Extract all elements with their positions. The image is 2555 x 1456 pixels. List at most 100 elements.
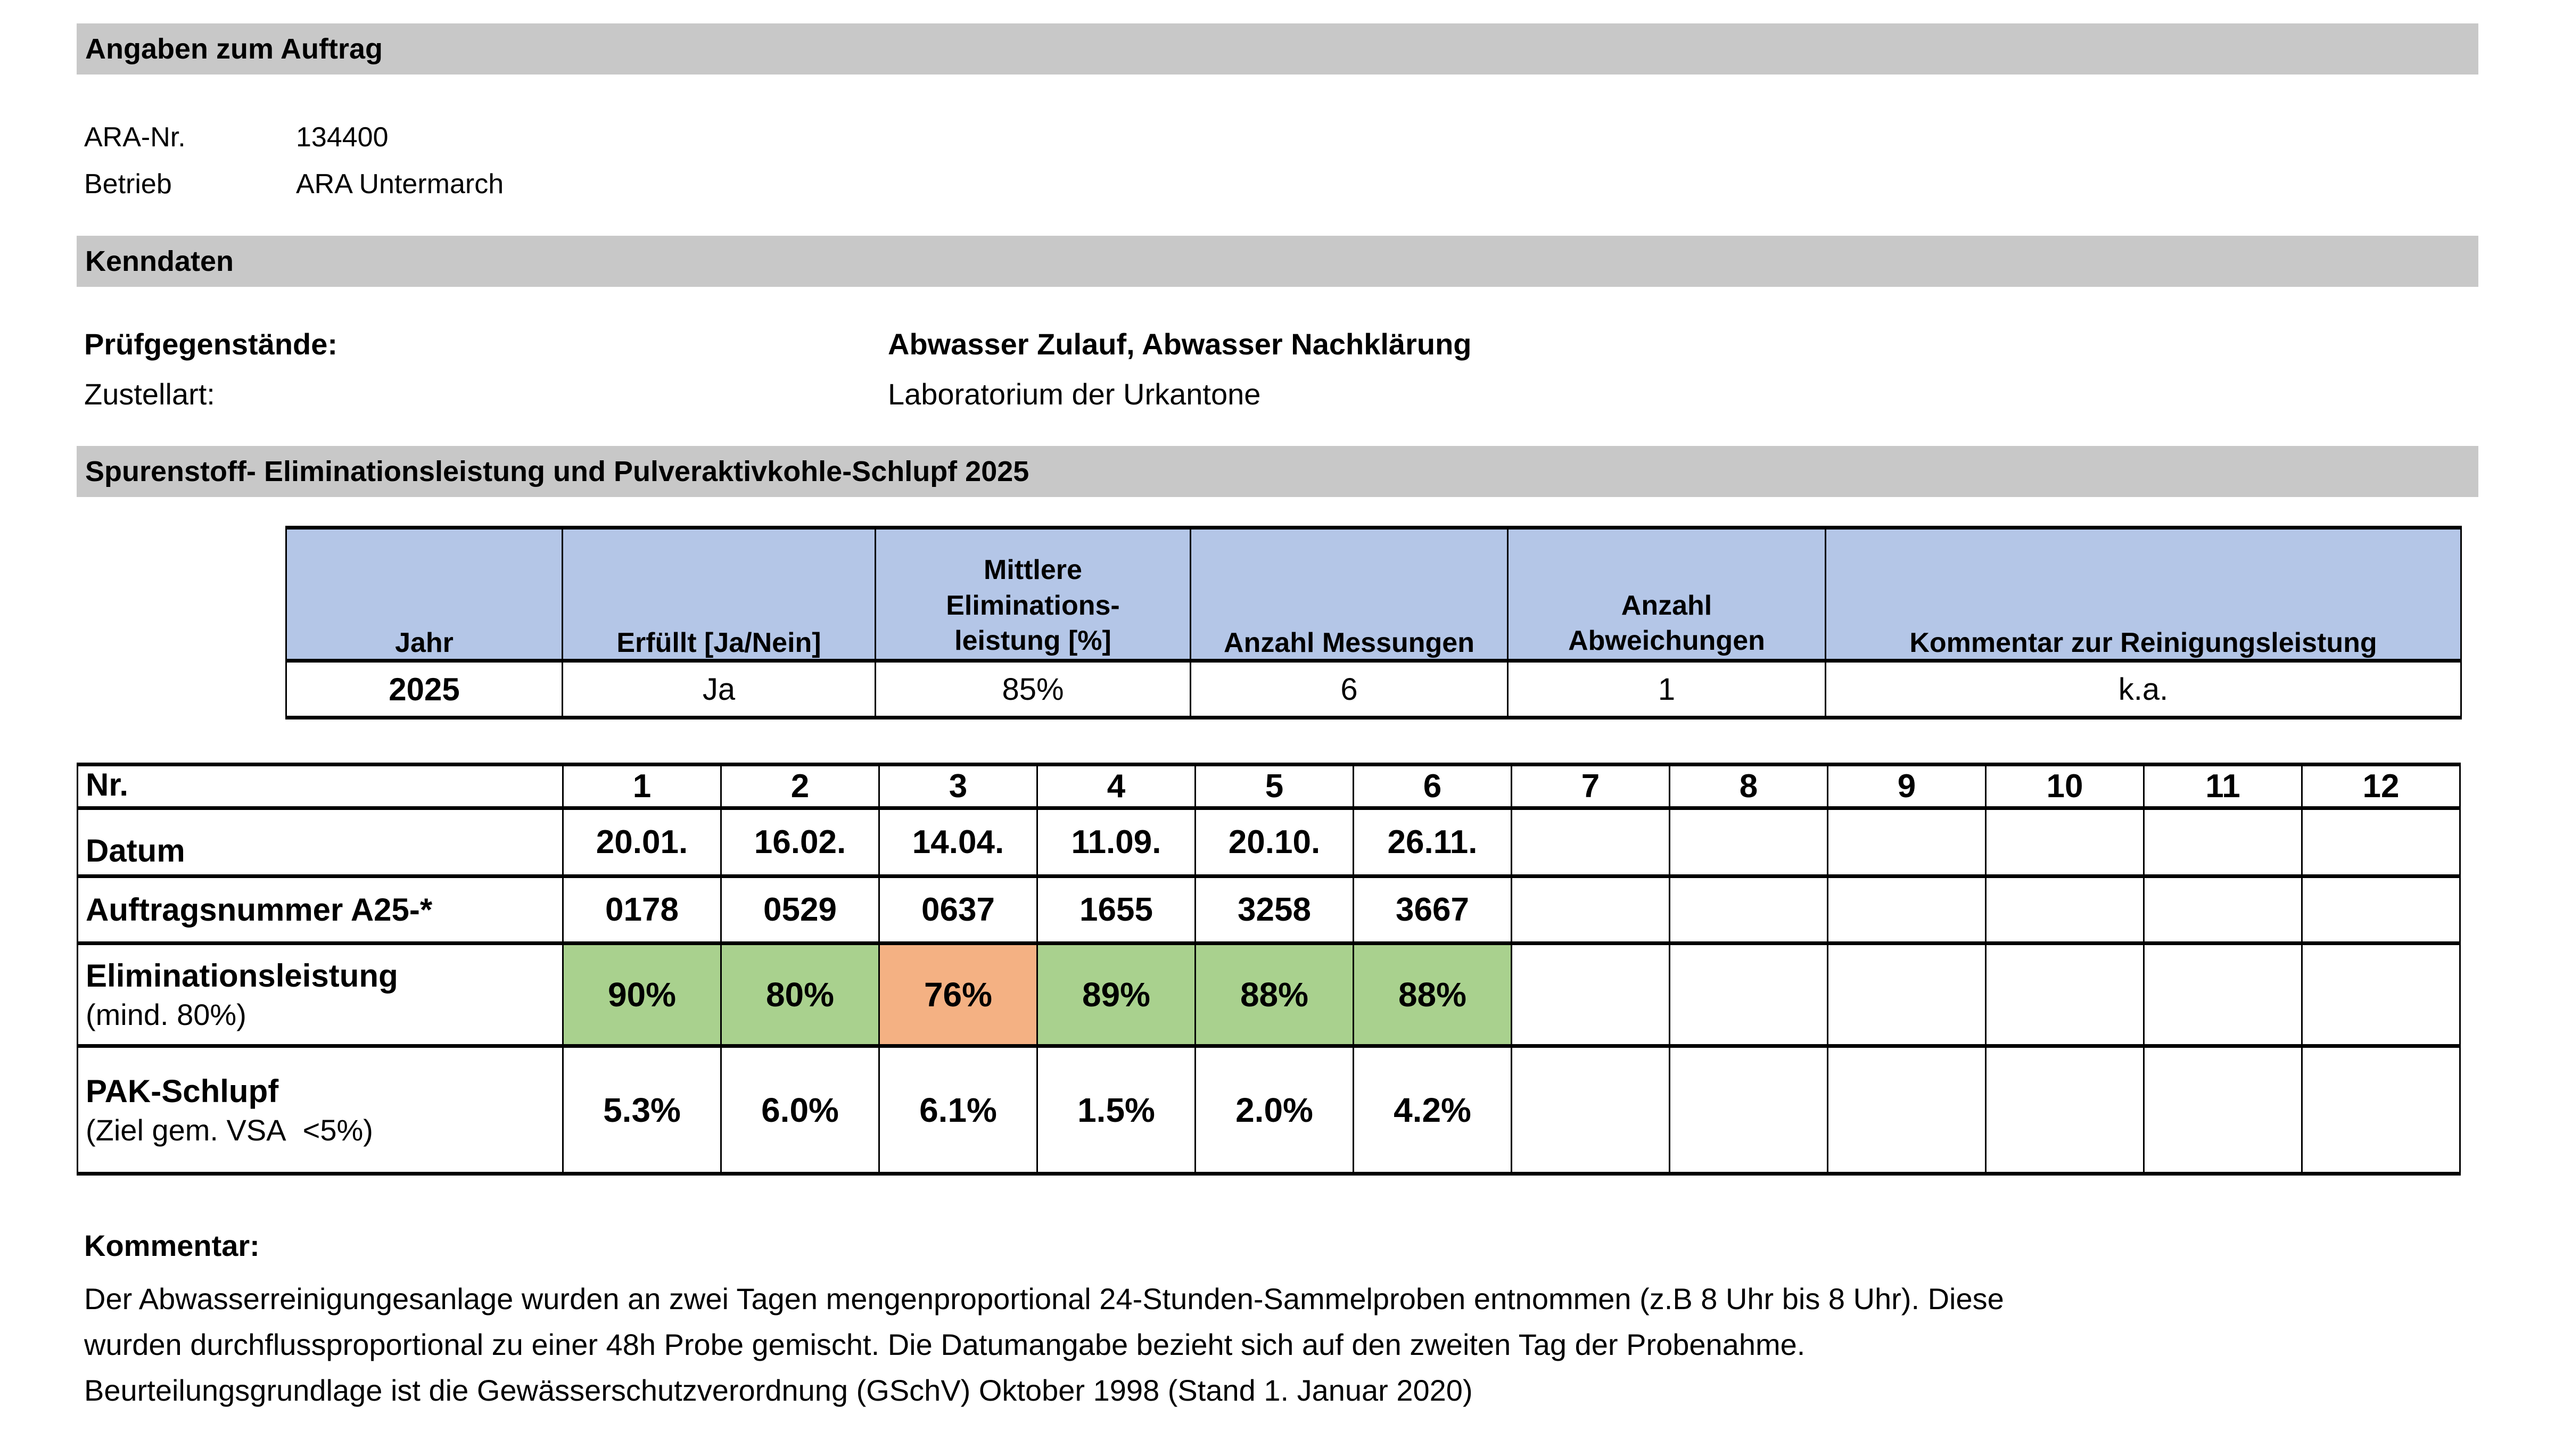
datum-7 xyxy=(1511,806,1670,878)
summary-col-mittlere: Mittlere Eliminations- leistung [%] xyxy=(875,526,1191,663)
summary-value-mittlere: 85% xyxy=(875,659,1191,719)
monthly-datum-row: Datum 20.01. 16.02. 14.04. 11.09. 20.10.… xyxy=(77,806,2461,878)
month-col-11: 11 xyxy=(2143,763,2303,810)
month-col-7: 7 xyxy=(1511,763,1670,810)
elimination-12 xyxy=(2301,941,2461,1048)
elimination-6: 88% xyxy=(1353,941,1512,1048)
datum-row-label: Datum xyxy=(77,806,564,878)
pak-4: 1.5% xyxy=(1036,1044,1196,1176)
elimination-2: 80% xyxy=(720,941,880,1048)
summary-col-abweichungen: Anzahl Abweichungen xyxy=(1507,526,1826,663)
pak-row-label: PAK-Schlupf (Ziel gem. VSA <5%) xyxy=(77,1044,564,1176)
month-col-12: 12 xyxy=(2301,763,2461,810)
pruefgegenstaende-label: Prüfgegenstände: xyxy=(84,327,338,361)
elimination-8 xyxy=(1669,941,1828,1048)
elimination-5: 88% xyxy=(1194,941,1354,1048)
section-header-auftrag-title: Angaben zum Auftrag xyxy=(85,33,383,65)
elimination-4: 89% xyxy=(1036,941,1196,1048)
elimination-11 xyxy=(2143,941,2303,1048)
pak-9 xyxy=(1827,1044,1987,1176)
datum-3: 14.04. xyxy=(878,806,1038,878)
comment-line-3: Beurteilungsgrundlage ist die Gewässersc… xyxy=(84,1374,1473,1407)
datum-11 xyxy=(2143,806,2303,878)
pak-6: 4.2% xyxy=(1353,1044,1512,1176)
datum-5: 20.10. xyxy=(1194,806,1354,878)
pak-1: 5.3% xyxy=(562,1044,722,1176)
pak-8 xyxy=(1669,1044,1828,1176)
auftrag-3: 0637 xyxy=(878,874,1038,945)
datum-1: 20.01. xyxy=(562,806,722,878)
month-col-4: 4 xyxy=(1036,763,1196,810)
zustellart-label: Zustellart: xyxy=(84,377,215,411)
section-header-spurenstoff-title: Spurenstoff- Eliminationsleistung und Pu… xyxy=(85,456,1029,487)
summary-col-kommentar: Kommentar zur Reinigungsleistung xyxy=(1825,526,2462,663)
abweichungen-line-2: Abweichungen xyxy=(1568,625,1765,657)
elimination-label-sub: (mind. 80%) xyxy=(86,998,246,1031)
summary-col-mittlere-label: Mittlere Eliminations- leistung [%] xyxy=(877,552,1189,657)
pak-11 xyxy=(2143,1044,2303,1176)
datum-2: 16.02. xyxy=(720,806,880,878)
pak-10 xyxy=(1985,1044,2145,1176)
pak-5: 2.0% xyxy=(1194,1044,1354,1176)
comment-line-1: Der Abwasserreinigungesanlage wurden an … xyxy=(84,1282,2004,1316)
comment-title: Kommentar: xyxy=(84,1229,260,1262)
elimination-10 xyxy=(1985,941,2145,1048)
datum-8 xyxy=(1669,806,1828,878)
summary-table: Jahr Erfüllt [Ja/Nein] Mittlere Eliminat… xyxy=(285,526,2462,719)
mittlere-line-2: Eliminations- xyxy=(946,590,1120,621)
ara-nr-value: 134400 xyxy=(296,122,389,153)
section-header-spurenstoff: Spurenstoff- Eliminationsleistung und Pu… xyxy=(77,446,2478,497)
month-col-1: 1 xyxy=(562,763,722,810)
section-header-auftrag: Angaben zum Auftrag xyxy=(77,23,2478,75)
monthly-elimination-row: Eliminationsleistung (mind. 80%) 90% 80%… xyxy=(77,941,2461,1048)
auftrag-12 xyxy=(2301,874,2461,945)
elimination-7 xyxy=(1511,941,1670,1048)
summary-value-messungen: 6 xyxy=(1190,659,1509,719)
pak-label-main: PAK-Schlupf xyxy=(86,1073,279,1109)
monthly-table: Nr. 1 2 3 4 5 6 7 8 9 10 11 12 Datum 20.… xyxy=(77,763,2461,1176)
section-header-kenndaten: Kenndaten xyxy=(77,236,2478,287)
month-col-6: 6 xyxy=(1353,763,1512,810)
pak-3: 6.1% xyxy=(878,1044,1038,1176)
auftrag-9 xyxy=(1827,874,1987,945)
section-header-kenndaten-title: Kenndaten xyxy=(85,245,234,277)
monthly-pak-row: PAK-Schlupf (Ziel gem. VSA <5%) 5.3% 6.0… xyxy=(77,1044,2461,1176)
month-col-8: 8 xyxy=(1669,763,1828,810)
pak-label-sub: (Ziel gem. VSA <5%) xyxy=(86,1113,373,1147)
auftrag-5: 3258 xyxy=(1194,874,1354,945)
summary-value-abweichungen: 1 xyxy=(1507,659,1826,719)
summary-value-erfuellt: Ja xyxy=(562,659,876,719)
comment-line-2: wurden durchflussproportional zu einer 4… xyxy=(84,1328,1806,1361)
month-col-3: 3 xyxy=(878,763,1038,810)
betrieb-value: ARA Untermarch xyxy=(296,169,504,200)
auftrag-7 xyxy=(1511,874,1670,945)
mittlere-line-3: leistung [%] xyxy=(954,625,1111,657)
elimination-9 xyxy=(1827,941,1987,1048)
abweichungen-line-1: Anzahl xyxy=(1621,590,1712,621)
pak-7 xyxy=(1511,1044,1670,1176)
summary-col-erfuellt: Erfüllt [Ja/Nein] xyxy=(562,526,876,663)
summary-col-messungen: Anzahl Messungen xyxy=(1190,526,1509,663)
pak-2: 6.0% xyxy=(720,1044,880,1176)
auftrag-1: 0178 xyxy=(562,874,722,945)
month-col-10: 10 xyxy=(1985,763,2145,810)
auftrag-8 xyxy=(1669,874,1828,945)
elimination-1: 90% xyxy=(562,941,722,1048)
auftrag-11 xyxy=(2143,874,2303,945)
auftrag-2: 0529 xyxy=(720,874,880,945)
summary-header-row: Jahr Erfüllt [Ja/Nein] Mittlere Eliminat… xyxy=(285,526,2462,663)
mittlere-line-1: Mittlere xyxy=(984,555,1082,586)
ara-nr-label: ARA-Nr. xyxy=(84,122,186,153)
month-col-5: 5 xyxy=(1194,763,1354,810)
elimination-label-main: Eliminationsleistung xyxy=(86,958,398,994)
auftrag-row-label: Auftragsnummer A25-* xyxy=(77,874,564,945)
datum-9 xyxy=(1827,806,1987,878)
auftrag-10 xyxy=(1985,874,2145,945)
summary-col-messungen-label: Anzahl Messungen xyxy=(1224,627,1474,658)
summary-col-abweichungen-label: Anzahl Abweichungen xyxy=(1510,588,1824,657)
summary-col-jahr-label: Jahr xyxy=(395,627,454,658)
datum-12 xyxy=(2301,806,2461,878)
month-col-9: 9 xyxy=(1827,763,1987,810)
nr-row-label: Nr. xyxy=(77,763,564,810)
